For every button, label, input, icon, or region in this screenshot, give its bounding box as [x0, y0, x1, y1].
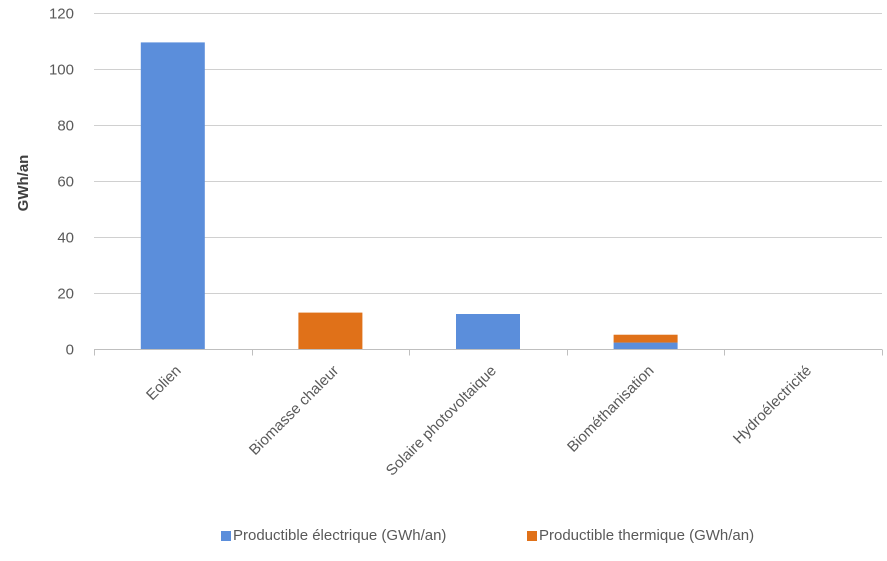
y-tick-label: 120	[49, 6, 74, 23]
legend-swatch	[221, 531, 231, 541]
y-tick-labels: 0 20 40 60 80 100 120	[49, 6, 74, 359]
legend-label: Productible électrique (GWh/an)	[233, 527, 446, 544]
bar	[298, 312, 363, 349]
bar	[613, 334, 678, 343]
x-tick-label: Hydroélectricité	[730, 362, 815, 447]
y-tick-label: 0	[66, 342, 74, 359]
y-axis-label: GWh/an	[15, 155, 32, 212]
legend: Productible électrique (GWh/an) Productib…	[221, 527, 754, 544]
y-tick-label: 40	[57, 230, 74, 247]
bar	[456, 314, 520, 349]
bar	[613, 342, 678, 349]
bar	[140, 42, 205, 350]
x-tick-label: Solaire photovoltaique	[383, 362, 500, 479]
x-tick-label: Biométhanisation	[564, 362, 657, 455]
y-tick-label: 60	[57, 174, 74, 191]
y-tick-label: 80	[57, 118, 74, 135]
x-tick-label: Eolien	[143, 362, 185, 404]
legend-label: Productible thermique (GWh/an)	[539, 527, 754, 544]
x-tick-label: Biomasse chaleur	[246, 362, 342, 458]
bars	[140, 42, 678, 350]
gridlines	[94, 13, 882, 294]
y-tick-label: 100	[49, 62, 74, 79]
y-tick-label: 20	[57, 286, 74, 303]
legend-swatch	[527, 531, 537, 541]
axes	[94, 349, 883, 356]
x-tick-labels: Eolien Biomasse chaleur Solaire photovolta…	[143, 362, 815, 479]
